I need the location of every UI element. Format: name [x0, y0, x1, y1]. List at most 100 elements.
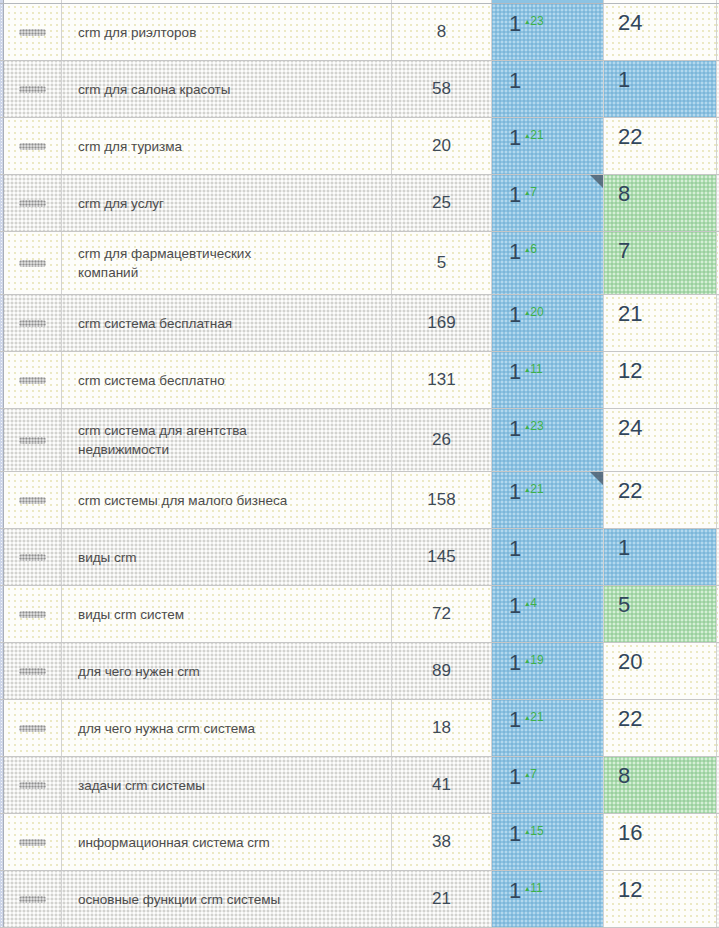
table-row: для чего нужна crm система 18 1▴21 22	[0, 700, 719, 757]
up-arrow-icon: ▴	[525, 245, 529, 254]
position-change: ▴11	[525, 362, 542, 376]
drag-handle-icon[interactable]	[19, 260, 46, 267]
result-value: 8	[618, 181, 630, 206]
result-value: 20	[618, 649, 642, 674]
drag-handle-icon[interactable]	[19, 497, 46, 504]
up-arrow-icon: ▴	[525, 884, 529, 893]
result-cell: 1	[604, 529, 717, 585]
drag-handle-cell	[4, 472, 62, 528]
up-arrow-icon: ▴	[525, 827, 529, 836]
drag-handle-icon[interactable]	[19, 377, 46, 384]
position-change: ▴20	[525, 305, 543, 319]
position-value: 1	[509, 764, 521, 789]
position-change-value: 15	[530, 824, 543, 838]
corner-note-marker[interactable]	[590, 472, 603, 485]
drag-handle-icon[interactable]	[19, 29, 46, 36]
volume-cell: 5	[392, 232, 492, 294]
position-change-value: 20	[530, 305, 543, 319]
table-row: crm для услуг 25 1▴7 8	[0, 175, 719, 232]
drag-handle-cell	[4, 352, 62, 408]
volume-cell: 169	[392, 295, 492, 351]
position-change: ▴21	[525, 710, 543, 724]
position-value: 1	[509, 239, 521, 264]
position-value: 1	[509, 536, 521, 561]
drag-handle-icon[interactable]	[19, 200, 46, 207]
keyword-label: crm для туризма	[78, 137, 182, 156]
keyword-label: crm для услуг	[78, 194, 164, 213]
keyword-label: основные функции crm системы	[78, 890, 280, 909]
position-change-value: 21	[530, 710, 543, 724]
volume-cell: 41	[392, 757, 492, 813]
position-change-value: 7	[530, 185, 537, 199]
corner-note-marker[interactable]	[590, 175, 603, 188]
drag-handle-icon[interactable]	[19, 896, 46, 903]
volume-cell: 21	[392, 871, 492, 927]
drag-handle-cell	[4, 757, 62, 813]
keyword-label: crm система бесплатно	[78, 371, 225, 390]
up-arrow-icon: ▴	[525, 422, 529, 431]
volume-cell: 89	[392, 643, 492, 699]
drag-handle-cell	[4, 409, 62, 471]
keyword-cell: для чего нужен crm	[62, 643, 392, 699]
result-cell: 16	[604, 814, 717, 870]
drag-handle-icon[interactable]	[19, 437, 46, 444]
table-row: для чего нужен crm 89 1▴19 20	[0, 643, 719, 700]
result-value: 12	[618, 877, 642, 902]
result-cell	[604, 0, 717, 3]
table-row: crm для фармацевтических компаний 5 1▴6 …	[0, 232, 719, 295]
drag-handle-cell	[4, 4, 62, 60]
drag-handle-icon[interactable]	[19, 782, 46, 789]
result-value: 7	[618, 238, 630, 263]
volume-value: 58	[432, 79, 451, 99]
keyword-cell: crm для фармацевтических компаний	[62, 232, 392, 294]
position-change-value: 7	[530, 767, 537, 781]
drag-handle-icon[interactable]	[19, 668, 46, 675]
drag-handle-cell	[4, 232, 62, 294]
drag-handle-icon[interactable]	[19, 143, 46, 150]
table-row: виды crm 145 1▴ 1	[0, 529, 719, 586]
position-value: 1	[509, 11, 521, 36]
drag-handle-icon[interactable]	[19, 554, 46, 561]
keyword-cell: для чего нужна crm система	[62, 700, 392, 756]
position-change-value: 4	[530, 596, 537, 610]
position-cell: 1▴20	[492, 295, 604, 351]
up-arrow-icon: ▴	[525, 485, 529, 494]
drag-handle-cell	[4, 814, 62, 870]
keyword-label: виды crm	[78, 548, 137, 567]
position-cell: 1▴	[492, 529, 604, 585]
up-arrow-icon: ▴	[525, 17, 529, 26]
drag-handle-cell	[4, 61, 62, 117]
drag-handle-icon[interactable]	[19, 86, 46, 93]
volume-cell: 158	[392, 472, 492, 528]
result-value: 1	[618, 67, 630, 92]
position-cell: 1▴19	[492, 643, 604, 699]
result-cell: 12	[604, 352, 717, 408]
keyword-cell: crm системы для малого бизнеса	[62, 472, 392, 528]
position-cell: 1 ▴21	[492, 700, 604, 756]
position-change-value: 23	[530, 14, 543, 28]
drag-handle-cell	[4, 700, 62, 756]
position-change: ▴7	[525, 185, 537, 199]
position-value: 1	[509, 593, 521, 618]
keyword-cell: информационная система crm	[62, 814, 392, 870]
position-change: ▴23	[525, 14, 543, 28]
position-value: 1	[509, 707, 521, 732]
table-row: crm для риэлторов 8 1▴23 24	[0, 4, 719, 61]
drag-handle-icon[interactable]	[19, 611, 46, 618]
table-row: виды crm систем 72 1▴4 5	[0, 586, 719, 643]
keyword-cell: виды crm	[62, 529, 392, 585]
volume-value: 145	[427, 547, 455, 567]
table-row: crm для салона красоты 58 1▴ 1	[0, 61, 719, 118]
volume-value: 72	[432, 604, 451, 624]
result-cell: 8	[604, 175, 717, 231]
position-change-value: 21	[530, 128, 543, 142]
position-value: 1	[509, 821, 521, 846]
drag-handle-cell	[4, 586, 62, 642]
drag-handle-icon[interactable]	[19, 320, 46, 327]
position-value: 1	[509, 479, 521, 504]
keyword-cell: crm система бесплатно	[62, 352, 392, 408]
drag-handle-icon[interactable]	[19, 725, 46, 732]
keyword-cell: виды crm систем	[62, 586, 392, 642]
up-arrow-icon: ▴	[525, 770, 529, 779]
drag-handle-icon[interactable]	[19, 839, 46, 846]
